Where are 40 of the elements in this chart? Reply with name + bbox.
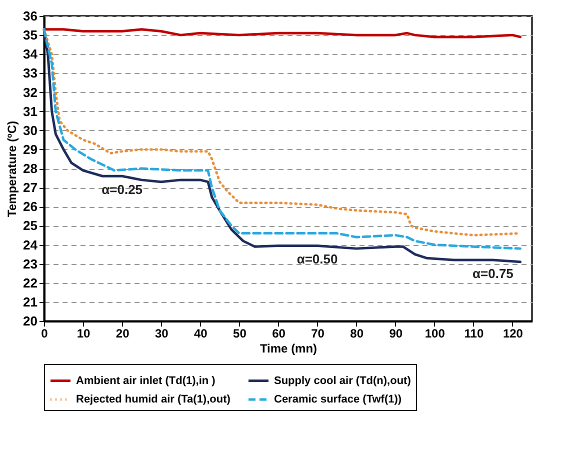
x-tick-label: 50 [233, 326, 247, 340]
y-tick-label: 32 [23, 84, 38, 100]
x-tick-label: 0 [41, 326, 48, 340]
x-axis-title: Time (mn) [260, 342, 318, 356]
x-tick-label: 20 [116, 326, 130, 340]
y-tick-label: 31 [23, 104, 38, 119]
y-tick-label: 34 [23, 46, 38, 62]
annotation: α=0.25 [102, 182, 143, 198]
annotation: α=0.75 [472, 266, 514, 281]
y-tick-label: 24 [23, 237, 38, 252]
x-tick-label: 60 [272, 326, 286, 340]
y-tick-label: 21 [23, 294, 38, 310]
x-tick-label: 40 [194, 326, 208, 340]
y-tick-label: 27 [23, 180, 38, 196]
x-tick-label: 80 [350, 326, 364, 340]
line-series [42, 28, 522, 38]
y-tick-label: 29 [23, 142, 38, 157]
y-tick-label: 33 [23, 66, 38, 81]
x-tick-label: 110 [464, 326, 484, 340]
x-tick-label: 30 [154, 326, 169, 340]
y-tick-label: 20 [23, 314, 38, 328]
y-tick-label: 26 [23, 199, 38, 214]
legend-label: Ambient air inlet (Td(1),in ) [76, 374, 216, 387]
y-tick-label: 30 [23, 122, 38, 138]
annotation: α=0.50 [296, 252, 338, 267]
x-tick-label: 90 [389, 326, 403, 340]
x-tick-label: 70 [311, 326, 325, 340]
y-tick-label: 23 [23, 256, 38, 272]
y-axis-title: Temperature (ºC) [5, 120, 20, 218]
x-tick-label: 100 [424, 326, 446, 340]
y-tick-label: 35 [23, 28, 38, 43]
legend-label: Rejected humid air (Ta(1),out) [76, 394, 231, 406]
x-tick-label: 10 [76, 326, 91, 340]
y-tick-label: 25 [23, 218, 38, 234]
x-tick-label: 120 [502, 326, 524, 340]
y-tick-label: 22 [23, 275, 38, 290]
y-tick-label: 28 [23, 161, 38, 176]
legend-label: Ceramic surface (Twf(1)) [274, 394, 402, 406]
legend-label: Supply cool air (Td(n),out) [274, 374, 412, 387]
y-tick-label: 36 [23, 8, 38, 24]
